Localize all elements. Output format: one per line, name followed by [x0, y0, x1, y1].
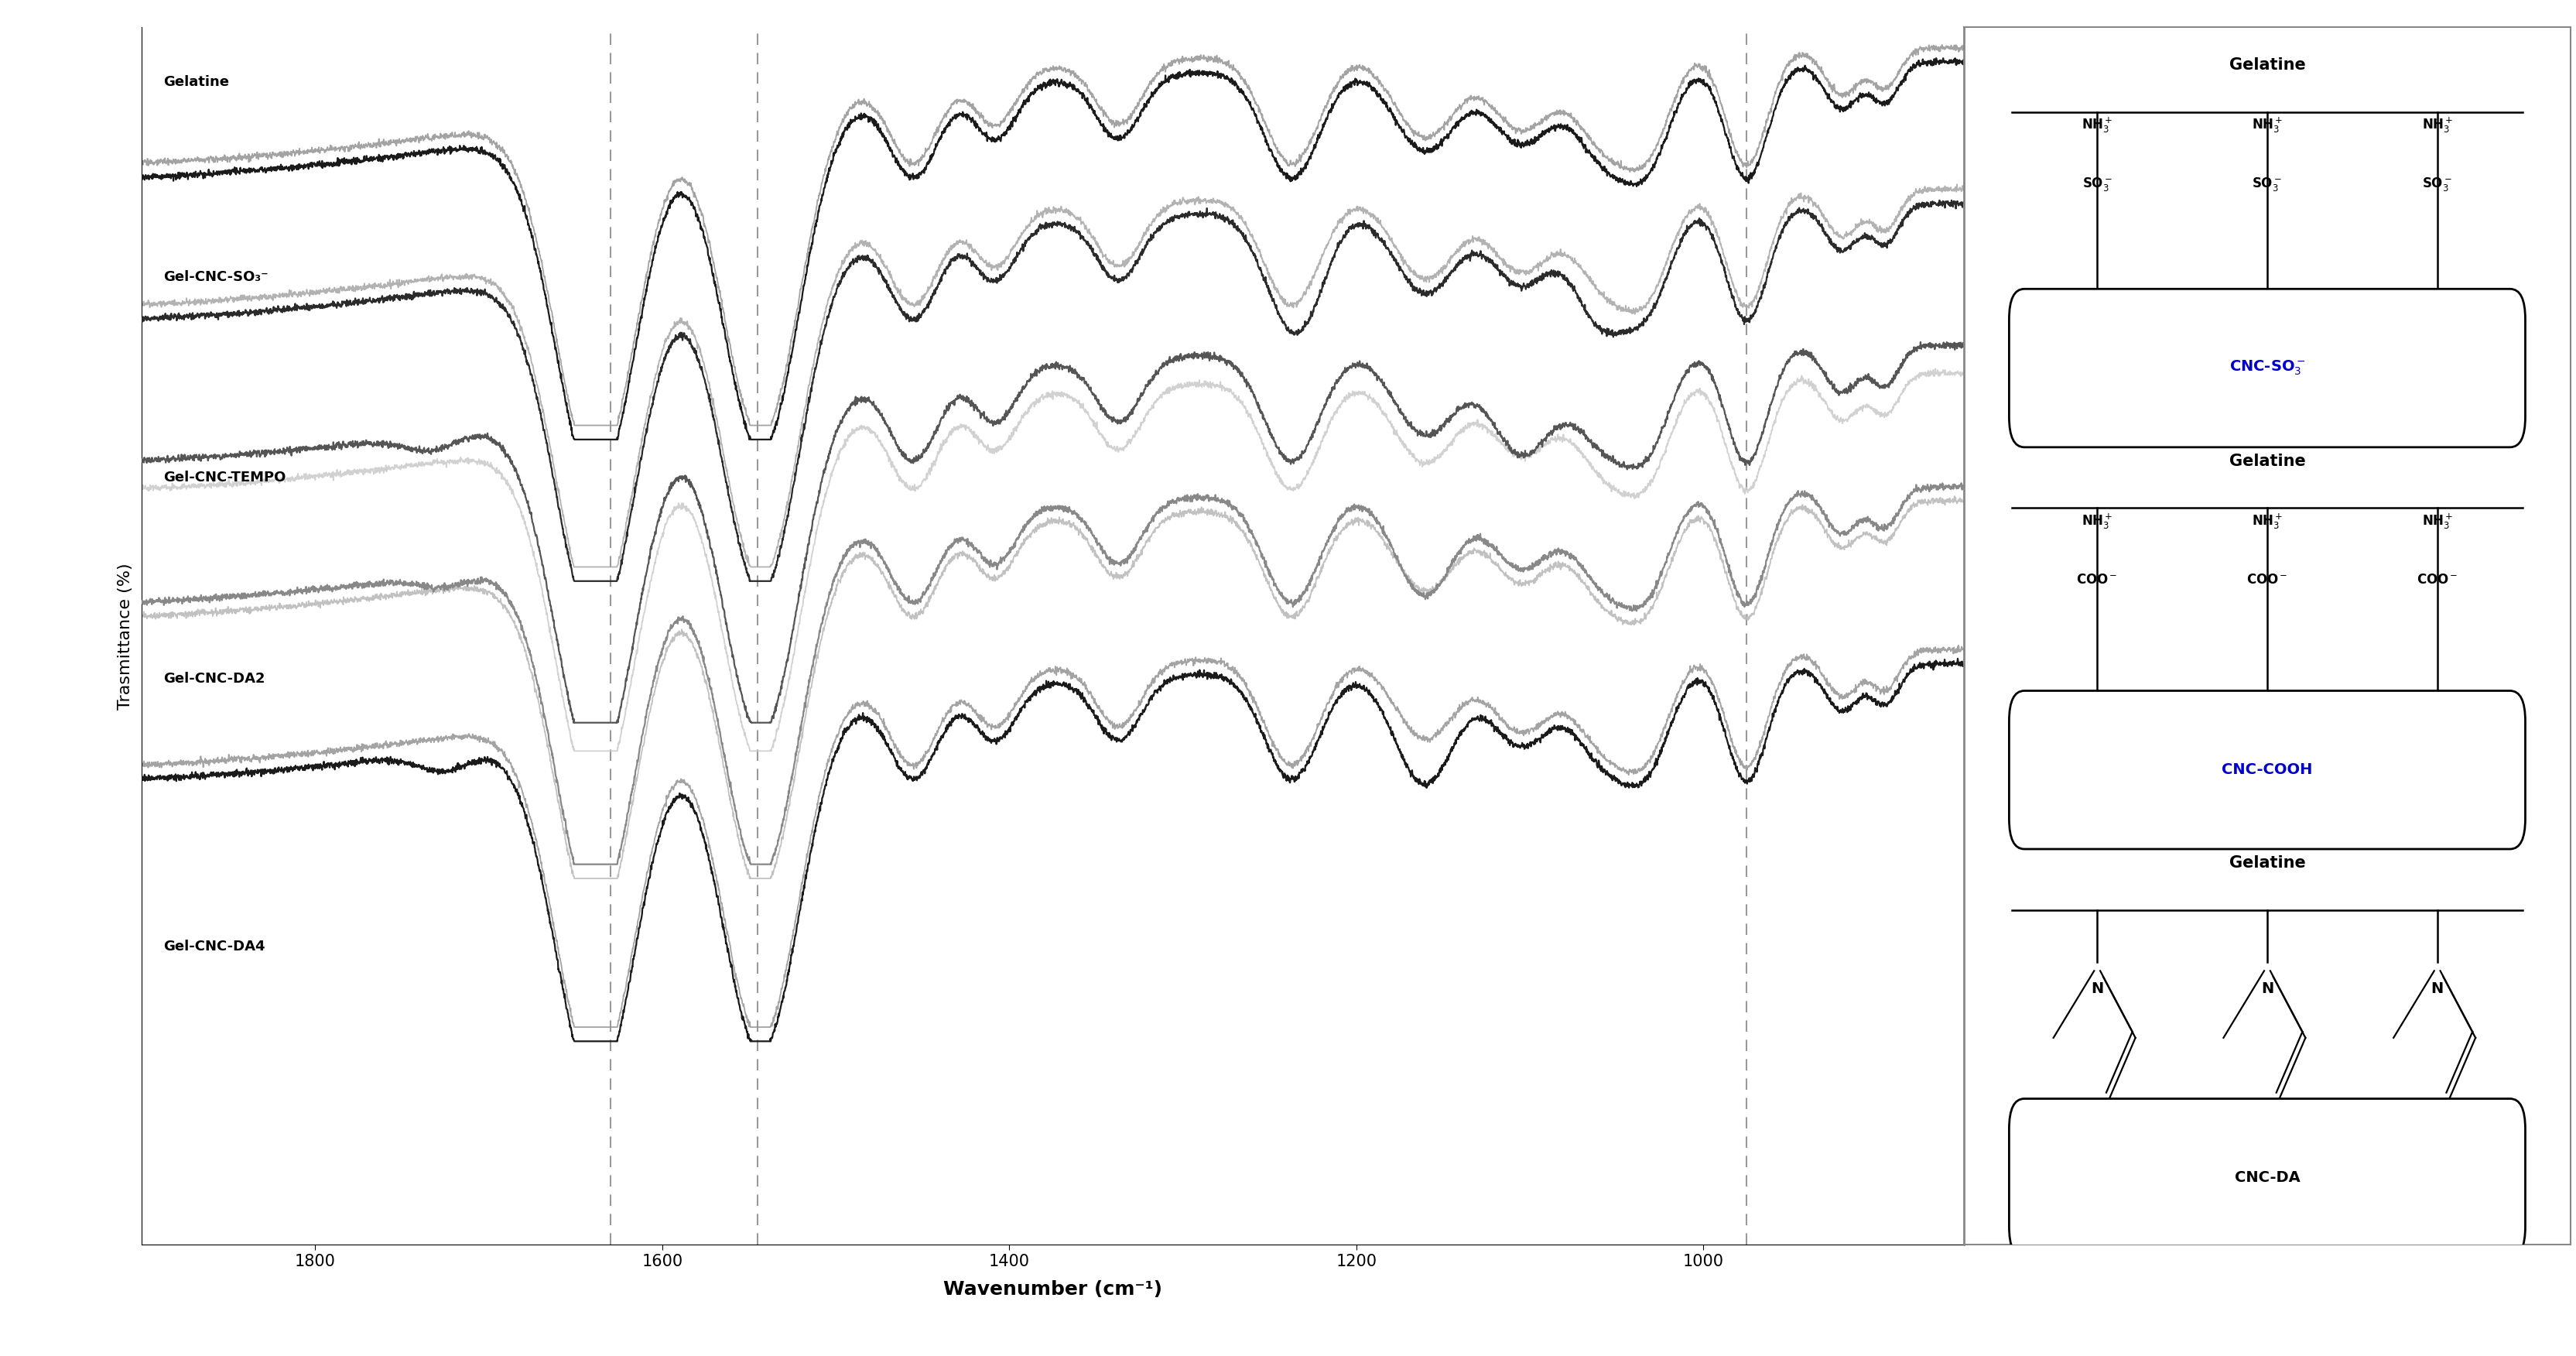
Text: Gelatine: Gelatine — [2228, 57, 2306, 73]
Text: SO$_3^-$: SO$_3^-$ — [2081, 176, 2112, 193]
Text: NH$_3^+$: NH$_3^+$ — [2421, 511, 2452, 530]
Text: CNC-COOH: CNC-COOH — [2221, 762, 2313, 777]
Text: N: N — [2262, 982, 2275, 997]
Y-axis label: Trasmittance (%): Trasmittance (%) — [118, 563, 134, 709]
X-axis label: Wavenumber (cm⁻¹): Wavenumber (cm⁻¹) — [943, 1280, 1162, 1299]
Text: NH$_3^+$: NH$_3^+$ — [2081, 511, 2112, 530]
Text: Gelatine: Gelatine — [2228, 453, 2306, 469]
Text: NH$_3^+$: NH$_3^+$ — [2081, 117, 2112, 134]
Text: N: N — [2092, 982, 2105, 997]
Text: NH$_3^+$: NH$_3^+$ — [2251, 117, 2282, 134]
Text: Gelatine: Gelatine — [162, 75, 229, 89]
Text: Gel-CNC-TEMPO: Gel-CNC-TEMPO — [162, 471, 286, 484]
Text: Gel-CNC-DA2: Gel-CNC-DA2 — [162, 671, 265, 686]
Text: CNC-SO$_3^-$: CNC-SO$_3^-$ — [2228, 359, 2306, 377]
Text: COO$^-$: COO$^-$ — [2246, 572, 2287, 587]
Text: COO$^-$: COO$^-$ — [2416, 572, 2458, 587]
Text: Gel-CNC-DA4: Gel-CNC-DA4 — [162, 940, 265, 953]
FancyBboxPatch shape — [2009, 690, 2524, 849]
Text: NH$_3^+$: NH$_3^+$ — [2421, 117, 2452, 134]
Text: N: N — [2432, 982, 2445, 997]
FancyBboxPatch shape — [2009, 1098, 2524, 1257]
Text: SO$_3^-$: SO$_3^-$ — [2421, 176, 2452, 193]
Text: Gelatine: Gelatine — [2228, 856, 2306, 871]
FancyBboxPatch shape — [2009, 289, 2524, 447]
Text: NH$_3^+$: NH$_3^+$ — [2251, 511, 2282, 530]
Text: Gel-CNC-SO₃⁻: Gel-CNC-SO₃⁻ — [162, 270, 268, 283]
Text: CNC-DA: CNC-DA — [2233, 1170, 2300, 1185]
Text: SO$_3^-$: SO$_3^-$ — [2251, 176, 2282, 193]
Text: COO$^-$: COO$^-$ — [2076, 572, 2117, 587]
